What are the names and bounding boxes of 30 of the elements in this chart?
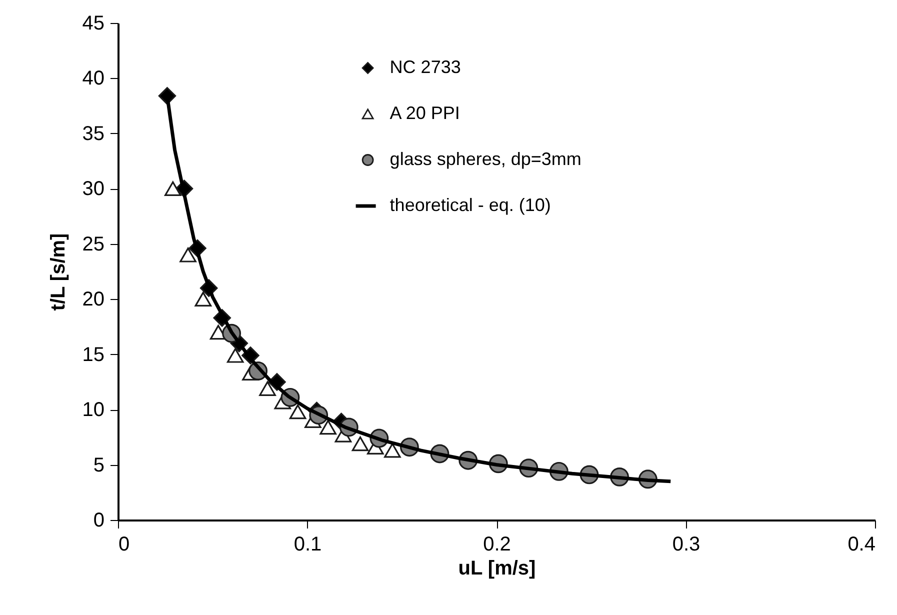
x-tick-label: 0.4 <box>848 534 876 556</box>
y-tick-label: 5 <box>93 454 104 476</box>
x-axis-title: uL [m/s] <box>458 558 536 580</box>
point <box>226 348 244 363</box>
y-tick-label: 35 <box>82 122 104 145</box>
legend-label: NC 2733 <box>390 57 461 77</box>
point <box>194 292 212 306</box>
point <box>164 181 182 196</box>
legend-label: glass spheres, dp=3mm <box>390 149 582 169</box>
y-axis-title: t/L [s/m] <box>47 233 70 311</box>
legend-label: A 20 PPI <box>390 103 460 123</box>
y-tick-label: 15 <box>82 344 104 366</box>
point <box>289 404 306 420</box>
x-tick-label: 0.2 <box>483 534 511 556</box>
point <box>320 420 336 435</box>
y-tick-label: 30 <box>82 178 104 200</box>
point <box>352 436 369 452</box>
y-tick-label: 40 <box>82 68 104 90</box>
y-tick-label: 10 <box>82 399 104 422</box>
y-tick-label: 25 <box>82 233 104 256</box>
y-tick-label: 45 <box>82 12 104 34</box>
x-tick-label: 0.1 <box>294 534 322 556</box>
x-tick-label: 0.3 <box>672 534 700 556</box>
y-tick-label: 0 <box>93 510 104 532</box>
x-tick-label: 0 <box>118 534 130 556</box>
y-tick-label: 20 <box>82 288 104 311</box>
point <box>259 381 276 396</box>
point <box>384 443 401 458</box>
point <box>180 248 196 262</box>
legend-label: theoretical - eq. (10) <box>390 195 551 215</box>
